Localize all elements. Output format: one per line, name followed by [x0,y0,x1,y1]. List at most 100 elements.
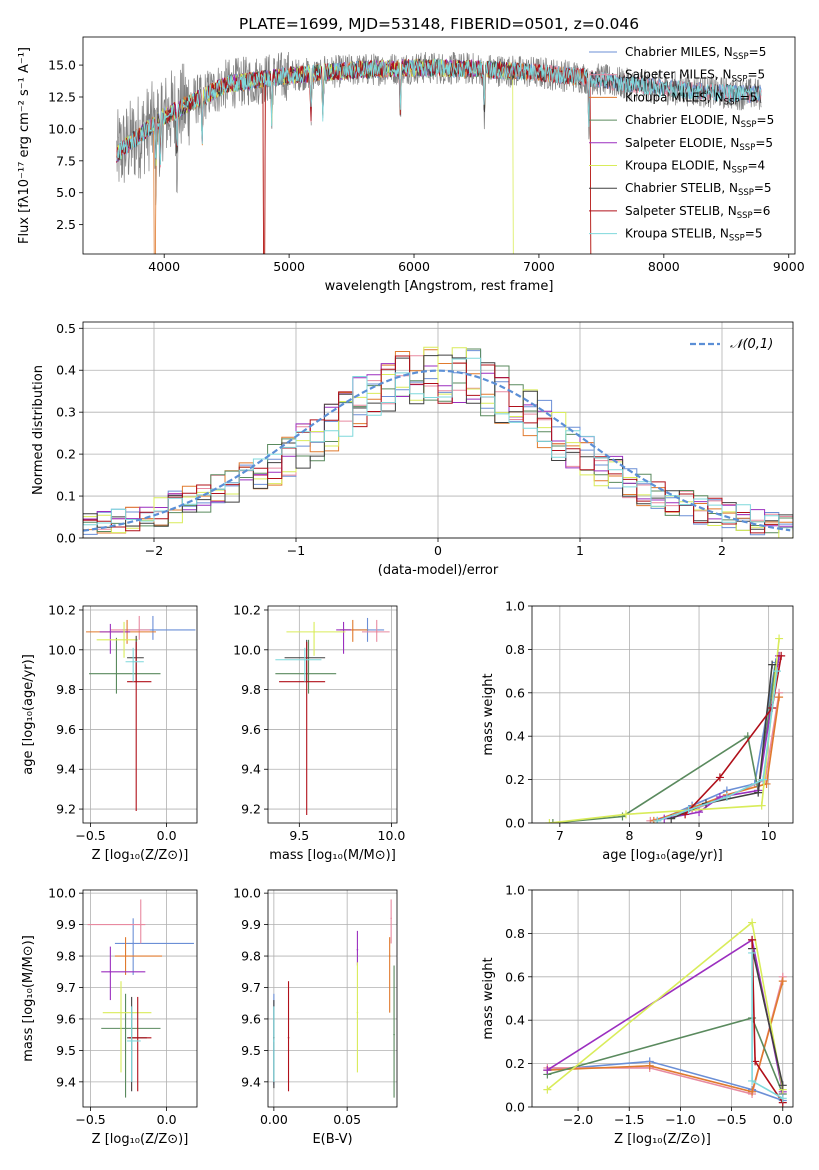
y-tick-label: 15.0 [48,58,76,73]
y-tick-label: 9.7 [241,980,261,995]
marker-chabrier_elodie-0 [548,819,557,823]
y-tick-label: 9.7 [56,980,76,995]
point-kroupa_miles [124,955,127,957]
x-tick-label: 0.05 [333,1112,361,1127]
y-axis-label: Normed distribution [31,365,46,495]
marker-kroupa_elodie-1 [748,918,757,927]
plot-area [116,51,762,254]
y-tick-label: 10.0 [48,642,76,657]
series-kroupa_miles [653,696,780,822]
x-tick-label: 9.5 [289,828,309,843]
series-salpeter_elodie [664,655,780,820]
series-kroupa_miles [547,980,784,1093]
y-tick-label: 0.2 [56,447,76,462]
y-tick-label: 9.4 [56,1074,76,1089]
y-tick-label: 9.6 [241,1011,261,1026]
marker-kroupa_stelib-4 [772,667,781,676]
y-tick-label: 9.4 [56,762,76,777]
x-axis-label: Z [log₁₀(Z/Z⊙)] [92,848,189,863]
axes-frame [82,889,198,1108]
y-axis-label: mass weight [481,957,496,1039]
y-tick-label: 10.2 [48,602,76,617]
y-tick-label: 10.0 [48,121,76,136]
legend-label-salpeter_miles: Salpeter MILES, NSSP=5 [625,68,765,85]
y-tick-label: 0.2 [505,772,525,787]
axes-frame [531,889,794,1108]
point-kroupa_elodie [356,1011,359,1014]
y-tick-label: 0.0 [56,531,76,546]
point-salpeter_stelib [136,1037,139,1039]
plot-area [545,634,786,823]
x-tick-label: 0.0 [157,1112,177,1127]
y-tick-label: 0.4 [505,1013,525,1028]
panel-mass_vs_ebv: 0.00 0.05 9.4 9.5 9.6 9.7 9.8 9.9 10.0 E(B-V) [233,886,398,1147]
y-tick-label: 9.8 [241,949,261,964]
y-tick-label: 0.5 [56,321,76,336]
marker-chabrier_stelib-3 [768,660,777,669]
point-salpeter_stelib [287,1037,290,1039]
panel-age_vs_Z: −0.5 0.0 9.2 9.4 9.6 9.8 10.0 10.2 Z [log₁₀(Z/Z⊙… [21,602,198,863]
marker-kroupa_elodie-2 [757,801,766,810]
marker-salpeter_stelib-1 [715,773,724,782]
marker-kroupa_elodie-3 [775,634,784,643]
y-tick-label: 9.4 [241,1074,261,1089]
x-axis-label: (data-model)/error [378,563,499,578]
point-salpeter_miles [390,917,392,920]
model-spectrum-kroupa_stelib [116,58,762,166]
point-kroupa_stelib [304,658,306,661]
legend-label-chabrier_miles: Chabrier MILES, NSSP=5 [625,45,766,62]
y-tick-label: 0.6 [505,969,525,984]
x-tick-label: −1 [287,543,305,558]
marker-salpeter_stelib-0 [748,935,757,944]
legend-label-kroupa_elodie: Kroupa ELODIE, NSSP=4 [625,159,765,176]
plot-area [543,918,787,1107]
y-tick-label: 9.5 [241,1043,261,1058]
point-kroupa_stelib [132,660,134,663]
x-tick-label: 0.00 [260,1112,288,1127]
y-axis-label: age [log₁₀(age/yr)] [21,654,36,775]
x-axis-label: wavelength [Angstrom, rest frame] [325,279,554,294]
axes-frame [82,321,794,539]
panel-spectrum: 4000 5000 6000 7000 8000 9000 2.5 5.0 7.5 10.0 12.… [17,36,805,294]
x-axis-label: age [log₁₀(age/yr)] [602,848,723,863]
marker-kroupa_elodie-0 [545,819,554,823]
y-tick-label: 9.6 [56,1011,76,1026]
y-tick-label: 0.4 [56,363,76,378]
marker-kroupa_miles-4 [775,693,784,702]
x-tick-label: 5000 [273,259,305,274]
y-tick-label: 0.2 [505,1056,525,1071]
x-tick-label: −0.5 [75,1112,105,1127]
y-tick-label: 9.9 [56,917,76,932]
series-chabrier_stelib [670,664,773,820]
y-tick-label: 10.0 [48,886,76,901]
marker-chabrier_stelib-2 [754,788,763,797]
marker-kroupa_miles-2 [748,1087,757,1096]
y-tick-label: 9.5 [56,1043,76,1058]
plot-area [87,899,194,1098]
x-tick-label: 7000 [523,259,555,274]
y-tick-label: 10.0 [233,642,261,657]
point-kroupa_elodie [120,1011,122,1014]
series-salpeter_stelib [684,655,782,815]
x-tick-label: 8000 [648,259,680,274]
marker-kroupa_stelib-0 [653,816,662,823]
y-tick-label: 9.4 [241,762,261,777]
y-tick-label: 10.0 [233,886,261,901]
y-tick-label: 0.0 [505,1100,525,1115]
marker-kroupa_elodie-1 [621,810,630,819]
y-tick-label: 10.2 [233,602,261,617]
marker-salpeter_stelib-3 [777,651,786,660]
axes-frame [267,605,398,824]
y-tick-label: 9.2 [241,802,261,817]
x-tick-label: 8 [625,828,633,843]
point-kroupa_miles [351,629,354,631]
axes-frame [267,889,398,1108]
model-spectrum-chabrier_stelib [116,58,762,165]
x-tick-label: −2 [145,543,163,558]
point-salpeter_miles [138,629,141,631]
series-chabrier_elodie [552,664,777,823]
y-tick-label: 0.4 [505,729,525,744]
plot-area [275,617,390,816]
marker-kroupa_stelib-3 [759,775,768,784]
marker-kroupa_stelib-1 [748,1076,757,1085]
